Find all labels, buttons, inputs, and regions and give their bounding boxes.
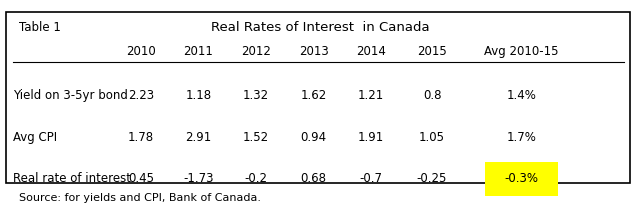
Text: 1.18: 1.18	[186, 89, 211, 102]
Text: Table 1: Table 1	[19, 21, 61, 34]
Text: 1.78: 1.78	[128, 131, 154, 144]
FancyBboxPatch shape	[485, 162, 558, 196]
Text: 2010: 2010	[126, 45, 156, 58]
Text: 1.4%: 1.4%	[507, 89, 536, 102]
Text: Avg CPI: Avg CPI	[13, 131, 57, 144]
Text: 1.52: 1.52	[243, 131, 269, 144]
Text: Yield on 3-5yr bond: Yield on 3-5yr bond	[13, 89, 127, 102]
Text: 1.91: 1.91	[358, 131, 385, 144]
Text: -0.25: -0.25	[417, 172, 447, 185]
Text: 2.91: 2.91	[185, 131, 212, 144]
Text: 0.45: 0.45	[128, 172, 154, 185]
Text: 2013: 2013	[299, 45, 328, 58]
Text: 1.21: 1.21	[358, 89, 385, 102]
Text: 1.32: 1.32	[243, 89, 269, 102]
Text: 2015: 2015	[417, 45, 447, 58]
Text: -0.2: -0.2	[244, 172, 268, 185]
Text: 1.62: 1.62	[300, 89, 327, 102]
Text: -1.73: -1.73	[183, 172, 214, 185]
Text: 1.7%: 1.7%	[507, 131, 536, 144]
FancyBboxPatch shape	[6, 12, 630, 183]
Text: Real rate of interest: Real rate of interest	[13, 172, 131, 185]
Text: 2014: 2014	[356, 45, 386, 58]
Text: Real Rates of Interest  in Canada: Real Rates of Interest in Canada	[211, 21, 429, 34]
Text: 2.23: 2.23	[128, 89, 154, 102]
Text: -0.7: -0.7	[360, 172, 383, 185]
Text: 2012: 2012	[241, 45, 271, 58]
Text: -0.3%: -0.3%	[504, 172, 539, 185]
Text: 0.94: 0.94	[301, 131, 326, 144]
Text: Avg 2010-15: Avg 2010-15	[484, 45, 559, 58]
Text: 0.68: 0.68	[301, 172, 326, 185]
Text: Source: for yields and CPI, Bank of Canada.: Source: for yields and CPI, Bank of Cana…	[19, 193, 261, 203]
Text: 1.05: 1.05	[419, 131, 445, 144]
Text: 0.8: 0.8	[423, 89, 441, 102]
Text: 2011: 2011	[184, 45, 213, 58]
